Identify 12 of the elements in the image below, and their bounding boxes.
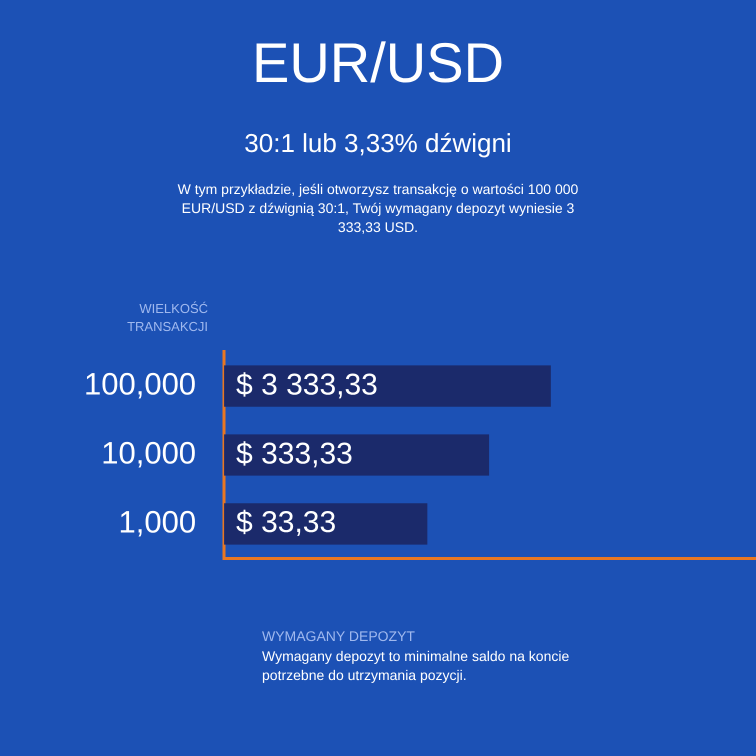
y-tick-label: 1,000 xyxy=(118,504,196,540)
data-label: $ 333,33 xyxy=(236,437,353,470)
text: Wymagany depozyt to minimalne saldo na koncie potrzebne do utrzymania pozycji. xyxy=(262,647,570,685)
chart-subtitle: 30:1 lub 3,33% dźwigni xyxy=(243,128,513,159)
data-label: $ 3 333,33 xyxy=(236,368,378,402)
chart-title: EUR/USD xyxy=(250,30,506,95)
data-label: $ 33,33 xyxy=(236,506,336,540)
y-tick-label: 100,000 xyxy=(84,366,196,402)
x-axis-title: WYMAGANY DEPOZYT xyxy=(262,628,415,644)
y-tick-label: 10,000 xyxy=(101,436,196,471)
y-axis-title: WIELKOŚĆ TRANSAKCJI xyxy=(126,300,208,336)
text: W tym przykładzie, jeśli otworzysz transakcję o wartości 100 000 EUR/USD z dźwignią 30:1, Twój wymagany depozyt wyniesie 3 333,33 USD. xyxy=(176,180,580,237)
